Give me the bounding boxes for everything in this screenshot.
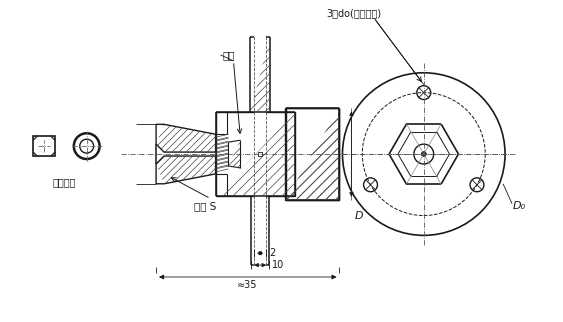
Circle shape <box>421 152 426 156</box>
Text: 2: 2 <box>269 248 275 258</box>
Bar <box>254 35 266 268</box>
Text: ≈35: ≈35 <box>237 280 257 290</box>
Text: D₀: D₀ <box>513 201 526 211</box>
Text: D: D <box>354 211 363 221</box>
Bar <box>286 109 339 200</box>
Bar <box>33 136 55 156</box>
Polygon shape <box>156 124 216 152</box>
Text: 卡套: 卡套 <box>222 50 235 60</box>
Polygon shape <box>156 156 216 184</box>
Bar <box>258 152 262 156</box>
Text: 3孔do(等分圆周): 3孔do(等分圆周) <box>327 8 382 18</box>
Bar <box>216 112 295 196</box>
Text: 板手 S: 板手 S <box>194 202 217 212</box>
Bar <box>285 109 339 200</box>
Text: 固定卡套: 固定卡套 <box>52 177 75 187</box>
Text: 10: 10 <box>272 260 284 270</box>
